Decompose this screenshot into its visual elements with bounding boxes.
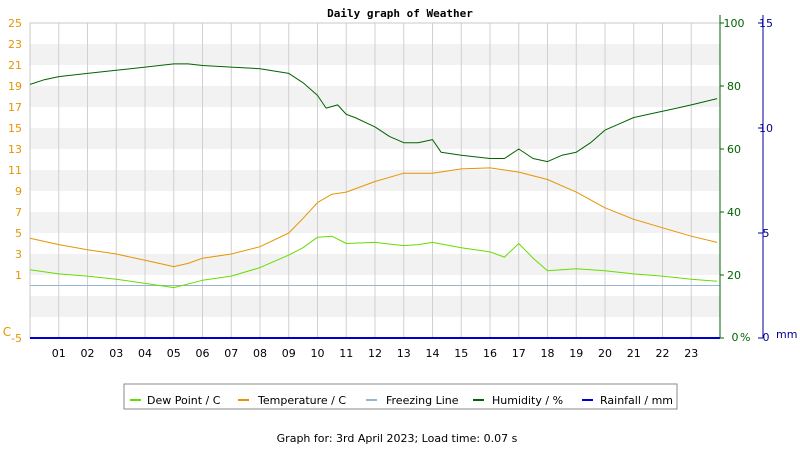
x-tick-label: 19: [569, 347, 583, 360]
legend: Dew Point / C Temperature / C Freezing Lin…: [123, 383, 678, 410]
x-tick-label: 15: [454, 347, 468, 360]
temp-tick-label: 9: [15, 185, 22, 198]
series-line-dew-point-c: [29, 235, 718, 289]
axes: [719, 15, 764, 339]
rain-tick-label: 5: [763, 227, 770, 240]
x-tick-label: 04: [138, 347, 152, 360]
legend-label-humidity: Humidity / %: [492, 394, 563, 407]
temp-tick-label: 7: [15, 206, 22, 219]
temp-tick-label: 19: [8, 80, 22, 93]
legend-label-freezing-line: Freezing Line: [386, 394, 459, 407]
rain-unit-label: mm: [776, 328, 797, 341]
x-tick-label: 05: [167, 347, 181, 360]
series-lines: [29, 63, 720, 339]
x-tick-label: 17: [512, 347, 526, 360]
chart-title: Daily graph of Weather: [327, 7, 473, 20]
temp-tick-label: 3: [15, 248, 22, 261]
temp-tick-label: 15: [8, 122, 22, 135]
temp-tick-label: 17: [8, 101, 22, 114]
series-line-temperature-c: [29, 167, 718, 268]
x-tick-label: 02: [81, 347, 95, 360]
legend-label-temperature-c: Temperature / C: [257, 394, 346, 407]
x-tick-label: 22: [656, 347, 670, 360]
humidity-tick-label: 60: [727, 143, 741, 156]
chart-footer: Graph for: 3rd April 2023; Load time: 0.…: [277, 432, 518, 445]
x-tick-label: 06: [196, 347, 210, 360]
temp-tick-label: 25: [8, 17, 22, 30]
humidity-zero-label: 0: [732, 331, 739, 344]
x-tick-label: 23: [684, 347, 698, 360]
x-tick-label: 16: [483, 347, 497, 360]
humidity-tick-label: 40: [727, 206, 741, 219]
temp-tick-label: 11: [8, 164, 22, 177]
temp-tick-label: 13: [8, 143, 22, 156]
humidity-tick-label: 80: [727, 80, 741, 93]
temp-tick-label: 1: [15, 269, 22, 282]
x-tick-label: 08: [253, 347, 267, 360]
x-tick-label: 11: [339, 347, 353, 360]
series-line-humidity: [29, 63, 718, 163]
temp-tick-label: 5: [15, 227, 22, 240]
legend-box: [123, 383, 678, 410]
x-tick-label: 01: [52, 347, 66, 360]
temp-tick-label: 23: [8, 38, 22, 51]
humidity-unit-label: %: [740, 331, 750, 344]
x-tick-label: 18: [541, 347, 555, 360]
rain-tick-label: 10: [759, 122, 773, 135]
temp-tick-label: 21: [8, 59, 22, 72]
x-tick-label: 07: [224, 347, 238, 360]
rain-tick-label: 15: [759, 17, 773, 30]
temp-unit-label: C: [3, 325, 11, 339]
legend-label-rainfall-mm: Rainfall / mm: [600, 394, 673, 407]
legend-label-dew-point-c: Dew Point / C: [147, 394, 221, 407]
rain-zero-label: 0: [763, 331, 770, 344]
x-tick-label: 20: [598, 347, 612, 360]
x-tick-label: 12: [368, 347, 382, 360]
temp-tick-label: -5: [11, 332, 22, 345]
humidity-tick-label: 100: [724, 17, 745, 30]
x-tick-label: 14: [426, 347, 440, 360]
x-tick-label: 03: [109, 347, 123, 360]
x-tick-label: 10: [311, 347, 325, 360]
x-tick-label: 09: [282, 347, 296, 360]
humidity-tick-label: 20: [727, 269, 741, 282]
x-tick-label: 13: [397, 347, 411, 360]
x-tick-label: 21: [627, 347, 641, 360]
